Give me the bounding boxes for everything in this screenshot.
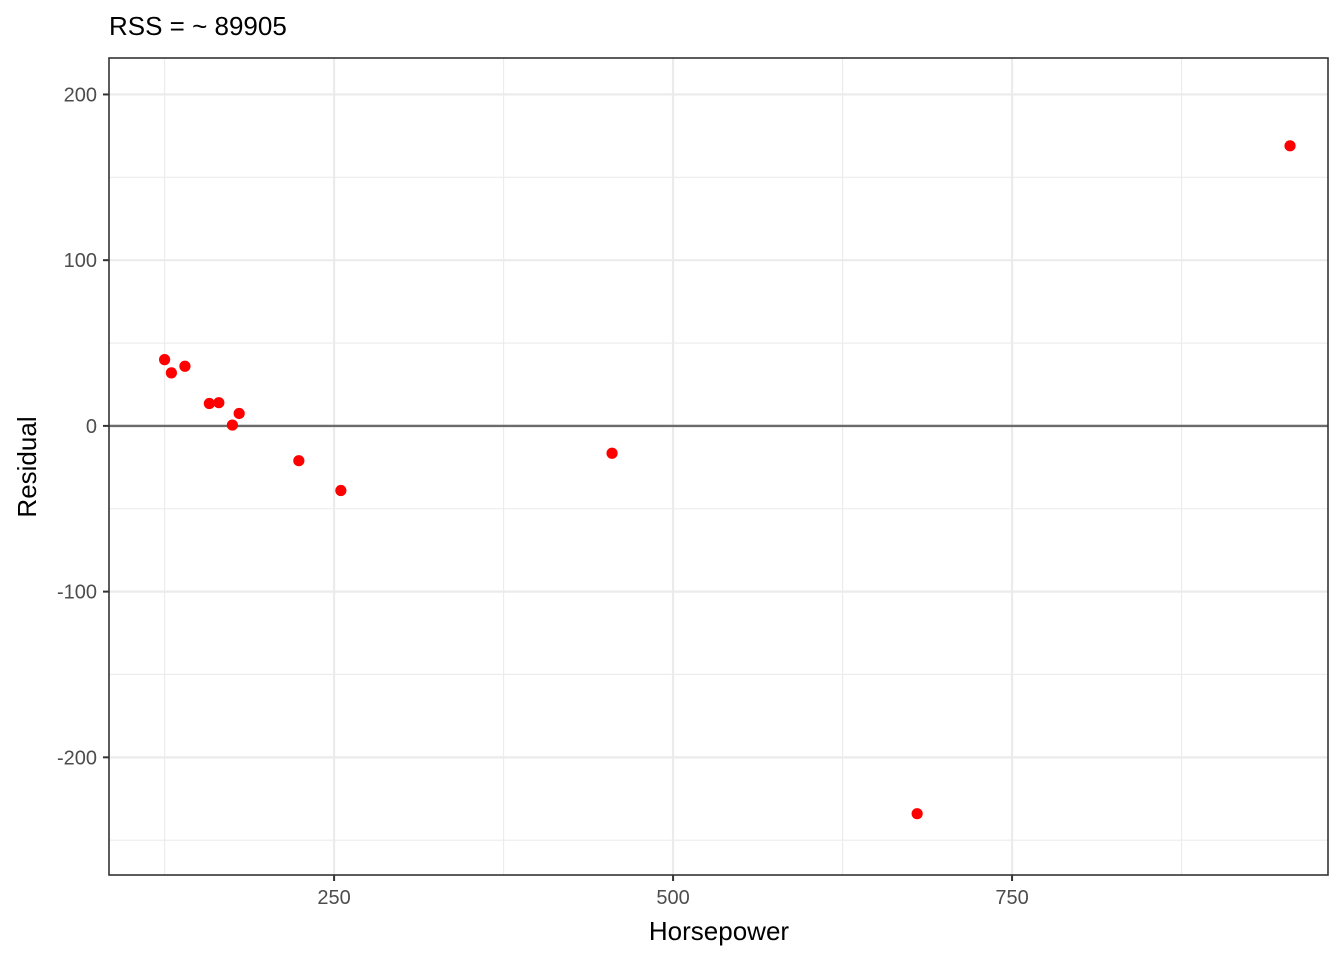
data-point — [233, 407, 245, 420]
minor-gridlines — [109, 58, 1328, 875]
x-axis-title: Horsepower — [649, 916, 790, 946]
y-tick-label: 100 — [64, 250, 97, 272]
data-point — [158, 354, 171, 366]
x-tick-label: 250 — [317, 887, 350, 909]
data-point — [179, 360, 191, 372]
x-axis-ticks: 250 500 750 — [317, 875, 1029, 909]
y-axis-ticks: 200 100 0 -100 -200 — [57, 84, 109, 769]
data-point — [293, 455, 305, 467]
data-point — [606, 447, 618, 459]
chart-title: RSS = ~ 89905 — [109, 11, 287, 41]
y-axis-title: Residual — [12, 416, 42, 517]
data-point — [1284, 140, 1296, 152]
y-tick-label: -200 — [57, 747, 97, 769]
data-point — [213, 397, 225, 409]
data-points — [158, 140, 1296, 820]
y-tick-label: 0 — [86, 416, 97, 438]
data-point — [335, 484, 347, 497]
x-tick-label: 750 — [995, 887, 1028, 909]
data-point — [203, 397, 215, 410]
data-point — [165, 367, 177, 379]
y-tick-label: 200 — [64, 84, 97, 106]
data-point — [226, 419, 238, 431]
plot-panel-border — [108, 57, 1329, 876]
y-tick-label: -100 — [57, 582, 97, 604]
x-tick-label: 500 — [656, 887, 689, 909]
data-point — [911, 808, 923, 820]
